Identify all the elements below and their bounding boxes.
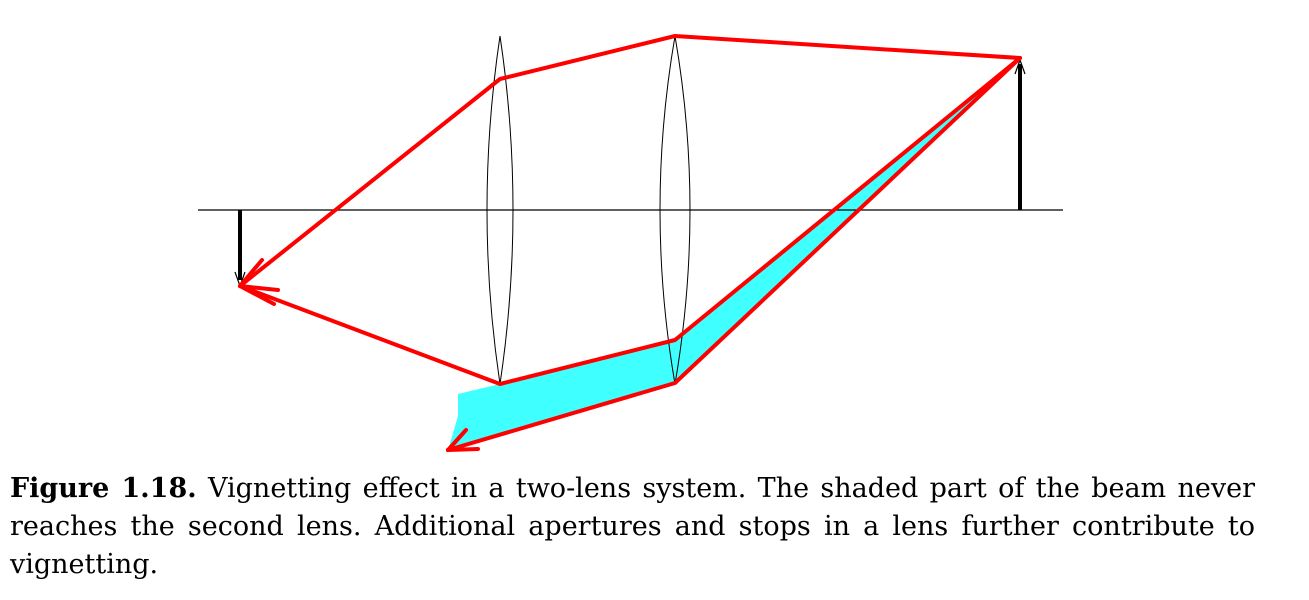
vignetting-diagram — [198, 34, 1063, 452]
vignetted-beam-region — [448, 58, 1020, 450]
lower-ray — [238, 56, 1022, 386]
figure-label: Figure 1.18. — [10, 473, 197, 504]
figure-caption: Figure 1.18. Vignetting effect in a two-… — [10, 470, 1255, 584]
upper-ray — [238, 34, 1022, 288]
ray-paths — [238, 34, 1022, 452]
ray-arrowheads — [238, 258, 480, 452]
object-arrow — [1014, 58, 1026, 210]
image-arrow — [234, 210, 246, 288]
vignetted-ray — [446, 56, 1022, 452]
caption-text: Vignetting effect in a two-lens system. … — [10, 473, 1255, 580]
